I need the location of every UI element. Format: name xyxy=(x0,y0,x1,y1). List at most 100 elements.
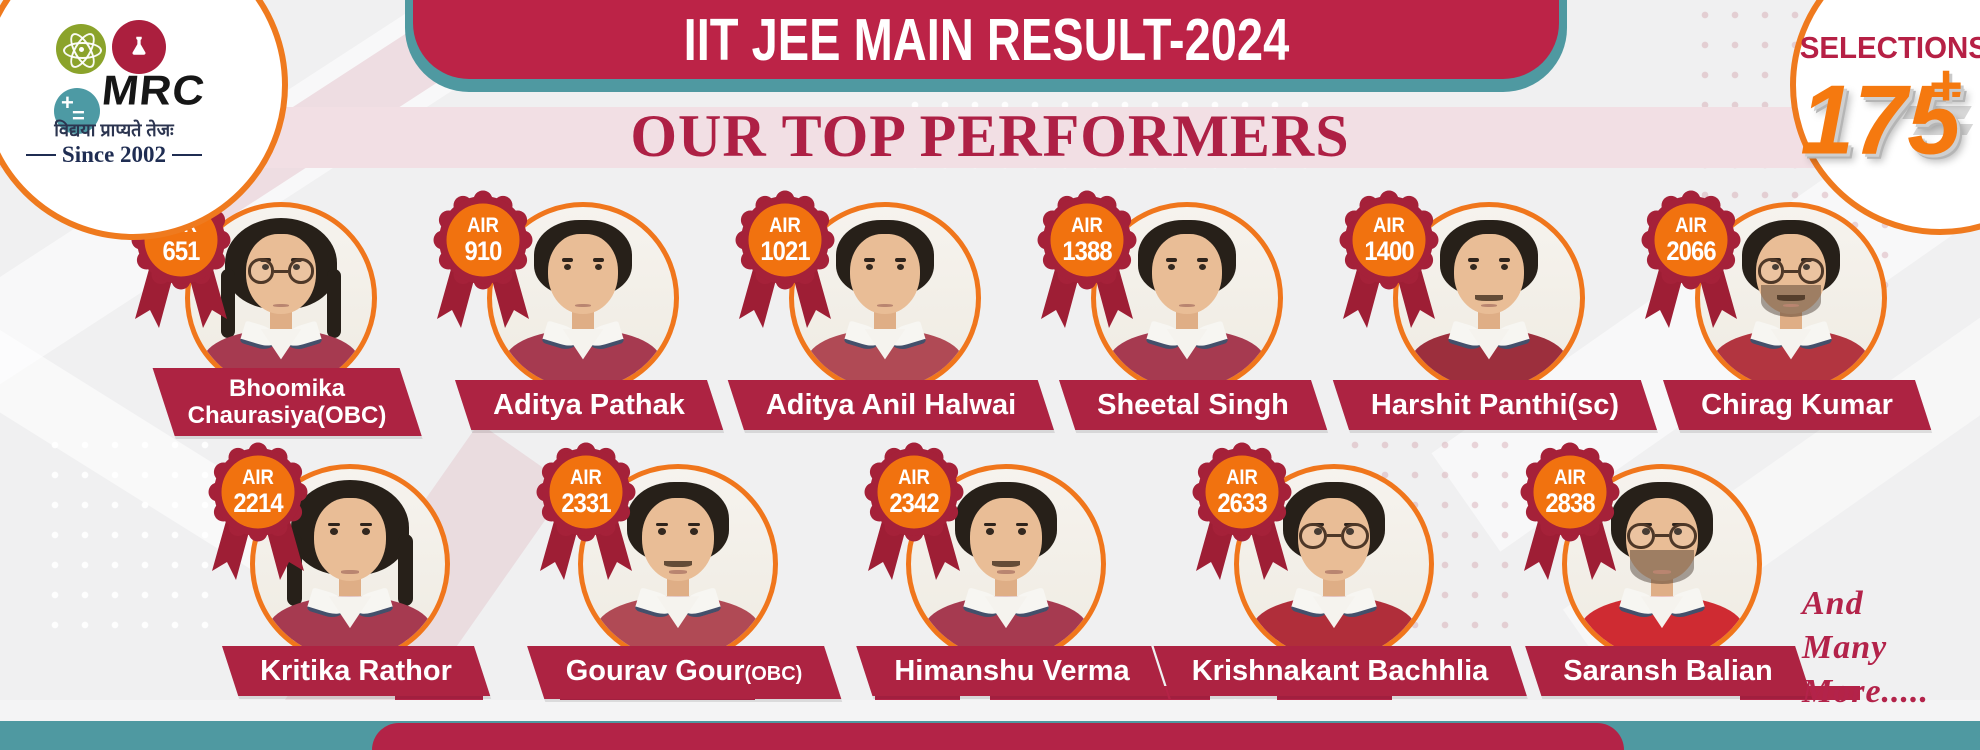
student-name: Gourav Gour xyxy=(565,655,745,687)
avatar-face xyxy=(969,497,1043,582)
student-name-plate: Aditya Pathak xyxy=(454,380,724,430)
avatar-mouth xyxy=(669,570,687,574)
student-name: Aditya Anil Halwai xyxy=(765,389,1017,421)
air-number: 2066 xyxy=(1666,236,1716,266)
student-name-plate: Krishnakant Bachhlia xyxy=(1153,646,1527,696)
air-number: 1021 xyxy=(760,236,810,266)
rank-rosette-badge xyxy=(1520,442,1620,580)
air-number: 2214 xyxy=(233,488,283,518)
avatar-face xyxy=(246,234,316,315)
air-number: 2331 xyxy=(561,488,611,518)
avatar-face xyxy=(1625,497,1699,584)
avatar-face xyxy=(548,234,618,315)
student-name-plate: Saransh Balian xyxy=(1525,646,1811,696)
student-name: Aditya Pathak xyxy=(493,389,685,421)
avatar-mustache xyxy=(663,561,693,567)
student-name-line2: Chaurasiya(OBC) xyxy=(187,402,387,429)
air-label: AIR xyxy=(242,466,274,489)
student-name: Krishnakant Bachhlia xyxy=(1191,655,1489,687)
avatar-mouth xyxy=(997,570,1015,574)
logo-tagline: विद्यया प्राप्यते तेजः xyxy=(54,120,174,140)
avatar-face xyxy=(1454,234,1524,315)
rank-rosette-badge xyxy=(1641,190,1741,328)
student-name: Saransh Balian xyxy=(1563,655,1773,687)
avatar-mouth xyxy=(1178,303,1196,308)
air-label: AIR xyxy=(1554,466,1586,489)
avatar-mouth xyxy=(272,303,290,308)
many-more-note: And Many More..... xyxy=(1802,582,1980,714)
air-number: 1400 xyxy=(1364,236,1414,266)
air-rank: AIR 2633 xyxy=(1200,467,1284,517)
air-rank: AIR 1400 xyxy=(1347,215,1431,265)
avatar-mustache xyxy=(991,561,1021,567)
flask-icon xyxy=(112,20,166,74)
background-shape xyxy=(0,700,1980,722)
glasses-icon xyxy=(1299,522,1369,550)
student-name: Harshit Panthi(sc) xyxy=(1370,389,1620,421)
logo-since: Since 2002 xyxy=(0,142,244,168)
avatar-face xyxy=(1756,234,1826,317)
rank-rosette-badge xyxy=(735,190,835,328)
avatar-face xyxy=(1297,497,1371,582)
rank-rosette-badge xyxy=(864,442,964,580)
rank-rosette-badge xyxy=(536,442,636,580)
air-label: AIR xyxy=(769,214,801,237)
air-number: 651 xyxy=(162,236,200,266)
atom-icon xyxy=(56,24,106,74)
footer-crimson-bar xyxy=(372,723,1624,750)
many-more-line: Many xyxy=(1802,629,1888,666)
subtitle-band xyxy=(0,107,1980,168)
many-more-line: More..... xyxy=(1802,673,1930,710)
rank-rosette-badge xyxy=(433,190,533,328)
title-banner: IIT JEE MAIN RESULT-2024 xyxy=(413,0,1559,79)
rank-rosette-badge xyxy=(1192,442,1292,580)
avatar-face xyxy=(1152,234,1222,315)
air-rank: AIR 2066 xyxy=(1649,215,1733,265)
air-rank: AIR 2214 xyxy=(216,467,300,517)
avatar-mouth xyxy=(1480,303,1498,308)
student-name: Sheetal Singh xyxy=(1097,389,1289,421)
avatar-shirt xyxy=(806,320,964,389)
avatar-face xyxy=(641,497,715,582)
air-rank: AIR 2838 xyxy=(1528,467,1612,517)
student-name: Chirag Kumar xyxy=(1701,389,1893,421)
student-name: Bhoomika xyxy=(228,375,345,402)
student-name-plate: Gourav Gour(OBC) xyxy=(527,646,841,699)
avatar-braid xyxy=(326,268,342,339)
glasses-icon xyxy=(247,258,315,284)
student-name-plate: Harshit Panthi(sc) xyxy=(1332,380,1658,430)
avatar-braid xyxy=(397,533,413,606)
selections-plus: + xyxy=(1928,53,1962,118)
glasses-icon xyxy=(1757,258,1825,284)
logo-brand-text: MRC xyxy=(99,67,208,114)
student-name-suffix: (OBC) xyxy=(744,663,803,685)
air-number: 1388 xyxy=(1062,236,1112,266)
student-name: Himanshu Verma xyxy=(894,655,1130,687)
air-label: AIR xyxy=(1675,214,1707,237)
avatar-mouth xyxy=(574,303,592,308)
air-number: 2342 xyxy=(889,488,939,518)
air-label: AIR xyxy=(1373,214,1405,237)
avatar-face xyxy=(313,497,387,582)
air-label: AIR xyxy=(898,466,930,489)
air-number: 2838 xyxy=(1545,488,1595,518)
air-label: AIR xyxy=(1071,214,1103,237)
student-name-plate: Aditya Anil Halwai xyxy=(727,380,1055,430)
avatar-mouth xyxy=(341,570,359,574)
air-rank: AIR 1021 xyxy=(743,215,827,265)
air-label: AIR xyxy=(570,466,602,489)
page-title: IIT JEE MAIN RESULT-2024 xyxy=(683,6,1289,73)
page-subtitle: OUR TOP PERFORMERS xyxy=(630,103,1350,169)
avatar-mouth xyxy=(1653,570,1671,574)
avatar-mustache xyxy=(1777,295,1805,301)
air-number: 2633 xyxy=(1217,488,1267,518)
air-rank: AIR 2342 xyxy=(872,467,956,517)
avatar-mouth xyxy=(876,303,894,308)
student-name-plate: Chirag Kumar xyxy=(1662,380,1932,430)
air-label: AIR xyxy=(1226,466,1258,489)
avatar-mouth xyxy=(1325,570,1343,574)
air-rank: AIR 2331 xyxy=(544,467,628,517)
rank-rosette-badge xyxy=(1339,190,1439,328)
